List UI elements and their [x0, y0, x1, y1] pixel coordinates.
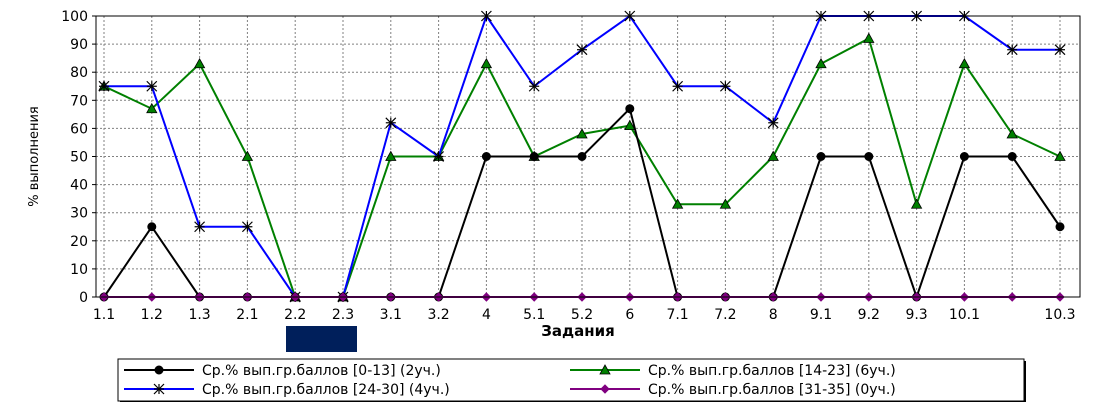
data-point — [577, 152, 587, 161]
y-tick-label: 50 — [70, 150, 88, 166]
data-point — [385, 117, 397, 129]
legend-label: Ср.% вып.гр.баллов [14-23] (6уч.) — [648, 363, 896, 379]
legend-label: Ср.% вып.гр.баллов [0-13] (2уч.) — [202, 363, 441, 379]
x-tick-label: 1.1 — [93, 307, 115, 323]
legend-item: Ср.% вып.гр.баллов [0-13] (2уч.) — [124, 363, 441, 379]
data-point — [1054, 150, 1066, 161]
data-point — [815, 57, 827, 69]
data-point — [480, 57, 493, 69]
data-point — [624, 119, 636, 130]
data-point — [98, 80, 110, 92]
data-point — [193, 57, 206, 69]
x-tick-label: 1.2 — [141, 307, 163, 323]
x-axis-ticks: 1.1 1.2 1.3 2.1 2.2 2.3 3.1 3.2 4 5.1 5.2 6 7.1 7.2 8 9… — [93, 297, 1076, 323]
y-tick-label: 100 — [61, 9, 88, 25]
data-point — [1006, 44, 1018, 56]
x-tick-label: 4 — [482, 307, 491, 323]
x-tick-label: 2.1 — [236, 307, 258, 323]
y-tick-label: 60 — [70, 121, 88, 137]
y-tick-label: 0 — [79, 290, 88, 306]
data-point — [1055, 222, 1065, 232]
data-point — [671, 198, 684, 209]
data-point — [958, 57, 971, 69]
x-tick-label: 2.2 — [284, 307, 306, 323]
data-point — [241, 221, 253, 233]
data-point — [672, 80, 684, 92]
y-tick-label: 30 — [70, 206, 88, 222]
y-axis-label: % выполнения — [27, 106, 42, 206]
data-point — [1007, 152, 1017, 161]
legend-label: Ср.% вып.гр.баллов [31-35] (0уч.) — [648, 382, 896, 398]
data-point — [481, 152, 491, 161]
series-3 — [98, 10, 1066, 303]
data-point — [625, 104, 635, 114]
data-point — [529, 152, 539, 161]
data-point — [576, 128, 588, 139]
x-tick-label: 10.3 — [1044, 307, 1075, 323]
data-point — [194, 221, 206, 233]
data-point — [864, 152, 874, 161]
legend-item: Ср.% вып.гр.баллов [24-30] (4уч.) — [124, 382, 450, 398]
y-tick-label: 90 — [70, 37, 88, 53]
legend: Ср.% вып.гр.баллов [0-13] (2уч.) Ср.% вып… — [117, 358, 1026, 402]
data-point — [146, 102, 158, 114]
x-tick-label: 3.1 — [380, 307, 402, 323]
data-point — [147, 222, 157, 232]
data-point — [959, 152, 969, 161]
y-tick-label: 70 — [70, 93, 88, 109]
data-point — [528, 80, 540, 92]
y-tick-label: 40 — [70, 178, 88, 194]
data-point — [241, 150, 254, 161]
x-tick-label: 3.2 — [427, 307, 449, 323]
legend-item: Ср.% вып.гр.баллов [31-35] (0уч.) — [570, 382, 896, 398]
x-tick-label: 6 — [625, 307, 634, 323]
data-point — [1006, 128, 1018, 139]
y-tick-label: 80 — [70, 65, 88, 81]
x-tick-label: 7.2 — [714, 307, 736, 323]
x-tick-label: 2.3 — [332, 307, 354, 323]
data-point — [719, 198, 732, 209]
highlight-block — [286, 326, 357, 352]
legend-item: Ср.% вып.гр.баллов [14-23] (6уч.) — [570, 363, 896, 379]
x-tick-label: 5.2 — [571, 307, 593, 323]
x-tick-label: 8 — [769, 307, 778, 323]
x-tick-label: 7.1 — [666, 307, 688, 323]
data-point — [433, 151, 445, 162]
data-point — [146, 80, 158, 92]
y-tick-label: 10 — [70, 262, 88, 278]
data-point — [767, 150, 779, 161]
data-point — [863, 32, 875, 43]
data-point — [719, 80, 731, 92]
x-tick-label: 9.3 — [905, 307, 927, 323]
data-point — [576, 44, 588, 56]
data-point — [385, 150, 397, 161]
data-point — [910, 198, 923, 209]
x-tick-label: 10.1 — [949, 307, 980, 323]
y-tick-label: 20 — [70, 234, 88, 250]
data-point — [767, 117, 779, 129]
plot-frame — [95, 15, 1081, 298]
data-point — [816, 152, 826, 161]
x-tick-label: 5.1 — [523, 307, 545, 323]
x-tick-label: 1.3 — [188, 307, 210, 323]
legend-label: Ср.% вып.гр.баллов [24-30] (4уч.) — [202, 382, 450, 398]
y-axis-ticks: 0 10 20 30 40 50 60 70 80 90 100 — [61, 9, 96, 306]
x-tick-label: 9.2 — [858, 307, 880, 323]
x-axis-label: Задания — [541, 322, 615, 340]
x-tick-label: 9.1 — [810, 307, 832, 323]
data-point — [1054, 44, 1066, 56]
